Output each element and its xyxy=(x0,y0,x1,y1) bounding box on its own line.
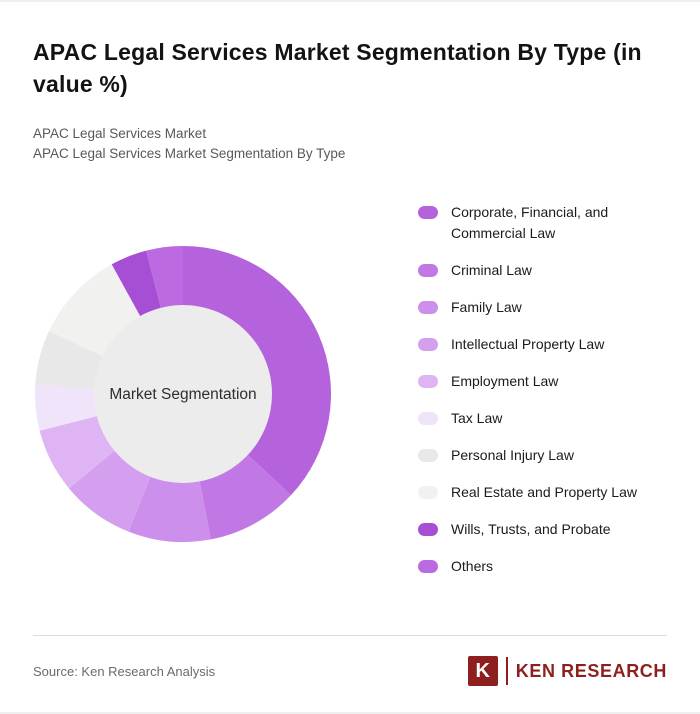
footer: Source: Ken Research Analysis K KEN RESE… xyxy=(33,635,667,712)
legend-item: Criminal Law xyxy=(418,260,658,281)
chart-section: Market Segmentation Corporate, Financial… xyxy=(33,174,667,635)
donut-chart-svg: Market Segmentation xyxy=(34,246,331,543)
legend-item: Tax Law xyxy=(418,408,658,429)
legend-swatch xyxy=(418,449,438,462)
page-title: APAC Legal Services Market Segmentation … xyxy=(33,39,642,97)
ken-research-logo: K KEN RESEARCH xyxy=(467,656,667,686)
logo-wordmark: KEN RESEARCH xyxy=(515,660,667,681)
legend-swatch xyxy=(418,412,438,425)
legend-item: Intellectual Property Law xyxy=(418,334,658,355)
legend-label: Personal Injury Law xyxy=(451,447,574,463)
legend-item: Corporate, Financial, and Commercial Law xyxy=(418,202,658,244)
legend-label: Others xyxy=(451,558,494,574)
donut-hole xyxy=(94,305,272,483)
legend-swatch xyxy=(418,264,438,277)
legend-swatch xyxy=(418,560,438,573)
legend-item: Wills, Trusts, and Probate xyxy=(418,519,658,540)
legend-label: Employment Law xyxy=(451,373,559,389)
legend-label: Family Law xyxy=(451,299,522,315)
legend-swatch xyxy=(418,206,438,219)
legend-label: Intellectual Property Law xyxy=(451,336,605,352)
legend-item: Real Estate and Property Law xyxy=(418,482,658,503)
legend-swatch xyxy=(418,523,438,536)
legend-swatch xyxy=(418,338,438,351)
legend-label: Corporate, Financial, and Commercial Law xyxy=(451,204,609,241)
subtitle-block: APAC Legal Services Market APAC Legal Se… xyxy=(33,124,667,164)
source-text: Source: Ken Research Analysis xyxy=(33,663,216,679)
legend-label: Criminal Law xyxy=(451,262,532,278)
legend-item: Employment Law xyxy=(418,371,658,392)
logo-k-mark: K xyxy=(467,656,498,686)
legend-label: Real Estate and Property Law xyxy=(451,484,637,500)
subtitle-line-1: APAC Legal Services Market xyxy=(33,126,207,141)
subtitle-line-2: APAC Legal Services Market Segmentation … xyxy=(33,146,346,161)
legend-item: Personal Injury Law xyxy=(418,445,658,466)
legend-swatch xyxy=(418,375,438,388)
legend-item: Family Law xyxy=(418,297,658,318)
donut-center-label: Market Segmentation xyxy=(109,386,256,403)
legend-label: Tax Law xyxy=(451,410,503,426)
logo-divider-bar xyxy=(505,657,508,685)
legend: Corporate, Financial, and Commercial Law… xyxy=(418,202,658,635)
legend-swatch xyxy=(418,486,438,499)
legend-swatch xyxy=(418,301,438,314)
donut-chart: Market Segmentation xyxy=(33,244,333,544)
legend-label: Wills, Trusts, and Probate xyxy=(451,521,611,537)
legend-item: Others xyxy=(418,556,658,577)
